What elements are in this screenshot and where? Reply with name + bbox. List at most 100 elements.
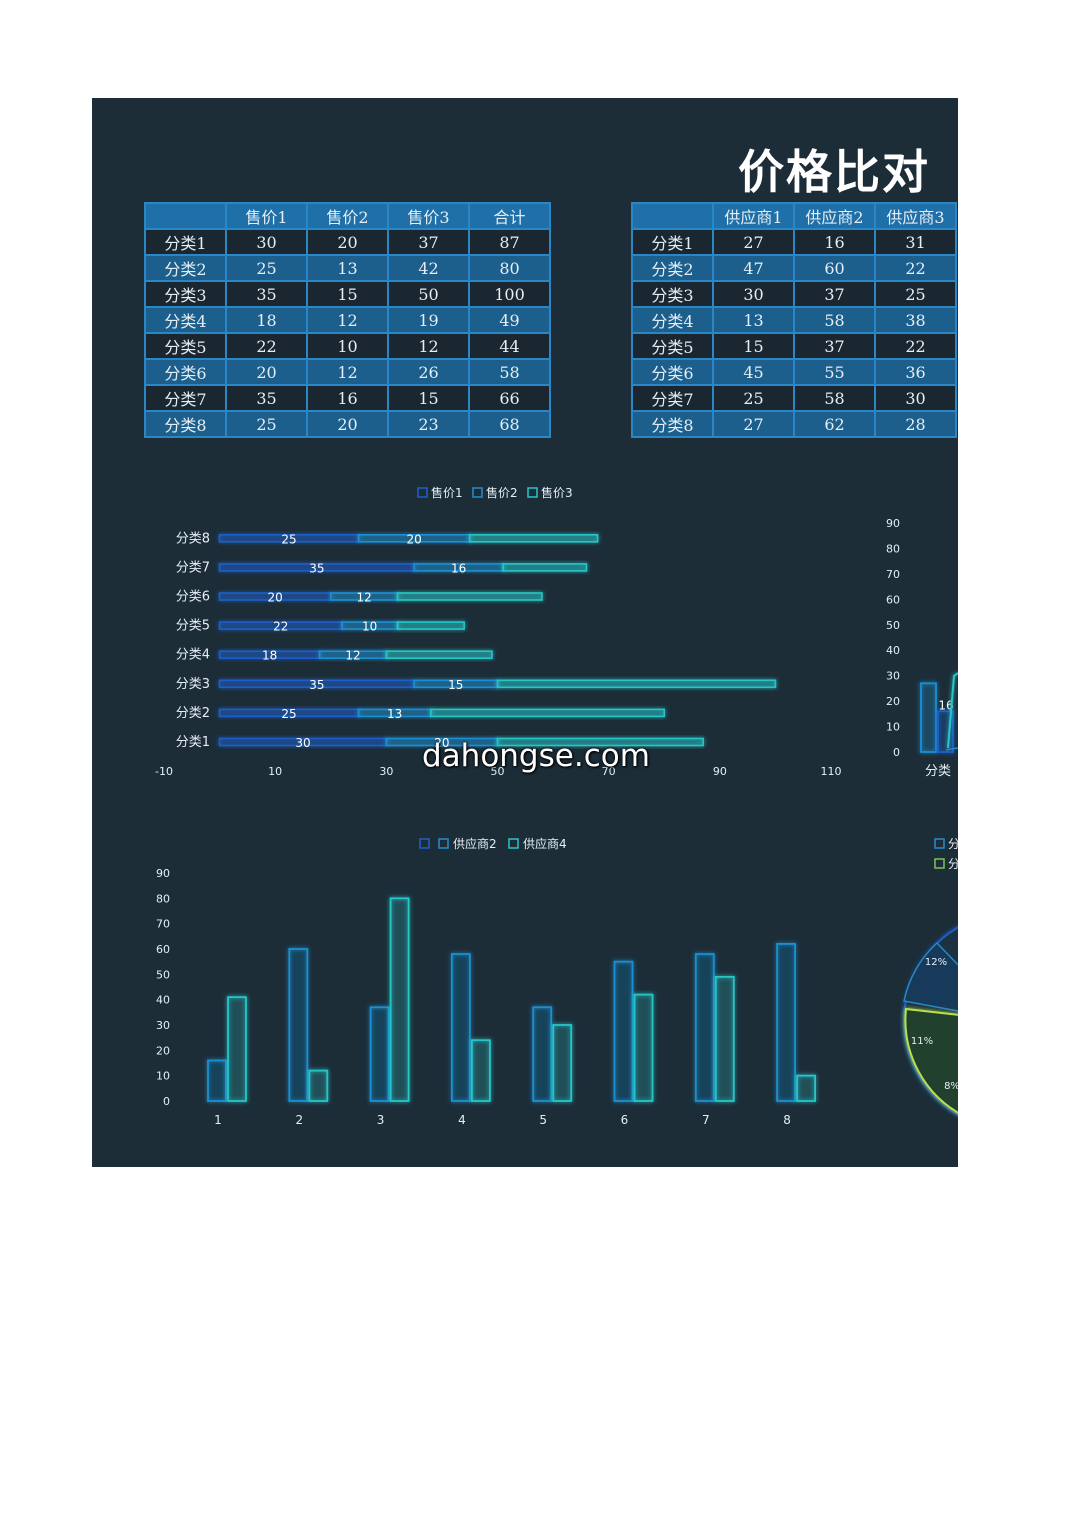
x-tick-label: 10 — [268, 765, 282, 778]
table-cell: 15 — [712, 332, 795, 360]
table-cell: 37 — [387, 228, 470, 256]
y-tick-label: 70 — [156, 918, 170, 931]
data-label: 12 — [345, 649, 360, 663]
y-tick-label: 30 — [886, 670, 900, 683]
x-tick-label: 70 — [602, 765, 616, 778]
x-tick-label: 7 — [702, 1113, 710, 1127]
table-cell: 25 — [225, 410, 308, 438]
bar-segment — [496, 679, 777, 689]
table-cell: 分类2 — [144, 254, 227, 282]
table-cell: 22 — [874, 254, 957, 282]
data-label: 25 — [281, 707, 296, 721]
table-cell: 分类5 — [144, 332, 227, 360]
table-header-cell: 供应商2 — [793, 202, 876, 230]
table-cell: 12 — [306, 358, 389, 386]
y-tick-label: 40 — [886, 644, 900, 657]
table-header-cell: 合计 — [468, 202, 551, 230]
table-cell: 35 — [225, 384, 308, 412]
line-series — [947, 672, 958, 749]
legend-marker — [417, 487, 428, 498]
table-cell: 分类3 — [631, 280, 714, 308]
column-bar — [776, 943, 796, 1102]
y-tick-label: 分类4 — [176, 648, 210, 663]
table-cell: 27 — [712, 410, 795, 438]
table-cell: 20 — [306, 228, 389, 256]
legend-label: 分 — [948, 857, 958, 871]
table-cell: 15 — [387, 384, 470, 412]
table-cell: 10 — [306, 332, 389, 360]
data-label: 10 — [362, 620, 377, 634]
y-tick-label: 50 — [156, 968, 170, 981]
y-tick-label: 分类2 — [176, 706, 210, 721]
table-cell: 62 — [793, 410, 876, 438]
table-row: 分类5 22 10 12 44 — [144, 332, 551, 360]
price-table: 售价1 售价2 售价3 合计 分类1 30 20 37 87 分类2 25 13 42 80 分类3 35 1… — [144, 202, 551, 438]
axis-stub — [945, 747, 958, 751]
table-cell: 25 — [712, 384, 795, 412]
legend-label: 售价1 — [431, 485, 463, 500]
y-tick-label: 分类7 — [176, 560, 210, 575]
table-header-cell: 售价1 — [225, 202, 308, 230]
data-label: 20 — [434, 736, 449, 750]
table-header-cell — [631, 202, 714, 230]
table-cell: 36 — [874, 358, 957, 386]
table-row: 分类1 27 16 31 — [631, 228, 957, 256]
supplier-table: 供应商1 供应商2 供应商3 分类1 27 16 31 分类2 47 60 22 分类3 30 37 25… — [631, 202, 957, 438]
y-tick-label: 90 — [886, 517, 900, 530]
column-bar — [532, 1006, 553, 1102]
table-row: 分类8 25 20 23 68 — [144, 410, 551, 438]
y-tick-label: 80 — [156, 892, 170, 905]
table-row: 分类4 13 58 38 — [631, 306, 957, 334]
table-cell: 37 — [793, 280, 876, 308]
data-label: 15 — [448, 678, 463, 692]
column-bar — [796, 1074, 816, 1102]
table-cell: 55 — [793, 358, 876, 386]
table-cell: 68 — [468, 410, 551, 438]
table-row: 分类8 27 62 28 — [631, 410, 957, 438]
table-cell: 42 — [387, 254, 470, 282]
supplier-column-chart: 供应商2 供应商4 0 10 20 30 40 50 60 70 80 90 1 2 3 4 5 6 7 8 — [156, 836, 816, 1127]
table-row: 分类3 30 37 25 — [631, 280, 957, 308]
table-row: 分类2 47 60 22 — [631, 254, 957, 282]
table-cell: 80 — [468, 254, 551, 282]
price-stacked-bar-chart: 售价1 售价2 售价3 分类1 30 20 分类2 25 13 分类3 35 15 分类4 18 12 分类5… — [155, 485, 841, 778]
table-header-cell — [144, 202, 227, 230]
bar-segment — [468, 533, 599, 543]
column-bar — [694, 953, 715, 1102]
data-label: 25 — [281, 532, 296, 546]
spreadsheet-sheet: 价格比对 售价1 售价2 售价3 合计 分类1 30 20 37 87 分类2 25 13 42 80 分… — [92, 98, 958, 1167]
table-cell: 20 — [225, 358, 308, 386]
bar-segment — [396, 592, 543, 601]
bar-segment — [385, 650, 493, 659]
table-row: 分类7 35 16 15 66 — [144, 384, 551, 412]
legend-marker — [934, 838, 945, 849]
table-cell: 20 — [306, 410, 389, 438]
table-cell: 44 — [468, 332, 551, 360]
table-row: 分类6 20 12 26 58 — [144, 358, 551, 386]
column-bar — [552, 1024, 573, 1102]
table-cell: 66 — [468, 384, 551, 412]
y-tick-label: 0 — [163, 1095, 170, 1108]
pie-data-label: 8% — [944, 1081, 958, 1092]
legend-label: 供应商2 — [453, 836, 497, 851]
table-cell: 分类3 — [144, 280, 227, 308]
table-cell: 50 — [387, 280, 470, 308]
table-cell: 22 — [225, 332, 308, 360]
table-cell: 30 — [225, 228, 308, 256]
table-cell: 60 — [793, 254, 876, 282]
data-label: 16 — [938, 698, 953, 712]
legend-label: 供应商4 — [523, 836, 567, 851]
data-label: 20 — [268, 591, 283, 605]
table-cell: 13 — [712, 306, 795, 334]
data-label: 35 — [309, 561, 324, 575]
y-tick-label: 30 — [156, 1019, 170, 1032]
table-cell: 16 — [306, 384, 389, 412]
x-tick-label: 50 — [491, 765, 505, 778]
table-cell: 分类2 — [631, 254, 714, 282]
column-bar — [288, 948, 309, 1102]
table-cell: 49 — [468, 306, 551, 334]
x-tick-label: 6 — [621, 1113, 629, 1127]
table-cell: 16 — [793, 228, 876, 256]
legend-marker — [934, 858, 945, 869]
table-cell: 分类4 — [631, 306, 714, 334]
